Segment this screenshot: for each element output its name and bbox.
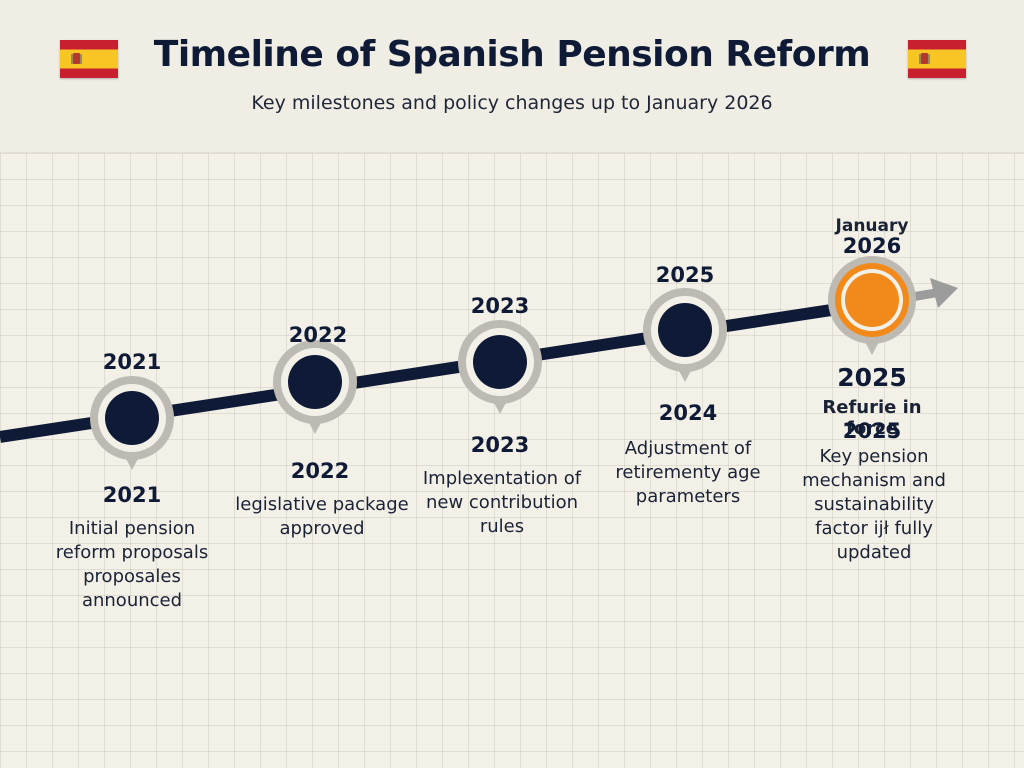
milestone-description: legislative package approved <box>235 494 409 539</box>
page-title: Timeline of Spanish Pension Reform <box>153 34 871 75</box>
milestone-year-above: 2023 <box>470 294 530 318</box>
arrow-head-icon <box>930 278 958 308</box>
milestone-year-below: 2023 <box>470 433 530 457</box>
milestone-year-below: 2021 <box>102 483 162 507</box>
milestone-year-above: 2022 <box>288 323 348 347</box>
spain-flag-icon <box>908 40 966 78</box>
milestone-month-above: January <box>835 216 909 236</box>
milestone-year-above: 2026 <box>842 234 902 258</box>
milestone-marker-2025 <box>643 288 727 382</box>
milestone-year-below: 2024 <box>658 401 718 425</box>
milestone-marker-2023 <box>458 320 542 414</box>
milestone-year-below: 2025 <box>837 363 907 392</box>
page-subtitle: Key milestones and policy changes up to … <box>251 92 773 114</box>
milestone-year-below: 2022 <box>290 459 350 483</box>
spain-flag-icon <box>60 40 118 78</box>
milestone-marker-2022 <box>273 340 357 434</box>
milestone-year-below-secondary: 2025 <box>842 419 902 443</box>
milestone-description: Key pension mechanism and sustainability… <box>802 446 946 563</box>
milestone-marker-january-2026 <box>828 256 916 355</box>
milestone-marker-2021 <box>90 376 174 470</box>
milestone-description: Initial pension reform proposals proposa… <box>55 518 209 611</box>
grid-background <box>0 153 1024 768</box>
milestone-year-above: 2021 <box>102 350 162 374</box>
milestone-description: Implexentation of new contribution rules <box>422 468 582 537</box>
milestone-heading: Refurie in force <box>822 397 922 439</box>
milestone-year-above: 2025 <box>655 263 715 287</box>
milestone-description: Adjustment of retirementy age parameters <box>615 438 761 507</box>
header-band: Timeline of Spanish Pension Reform Key m… <box>0 0 1024 153</box>
